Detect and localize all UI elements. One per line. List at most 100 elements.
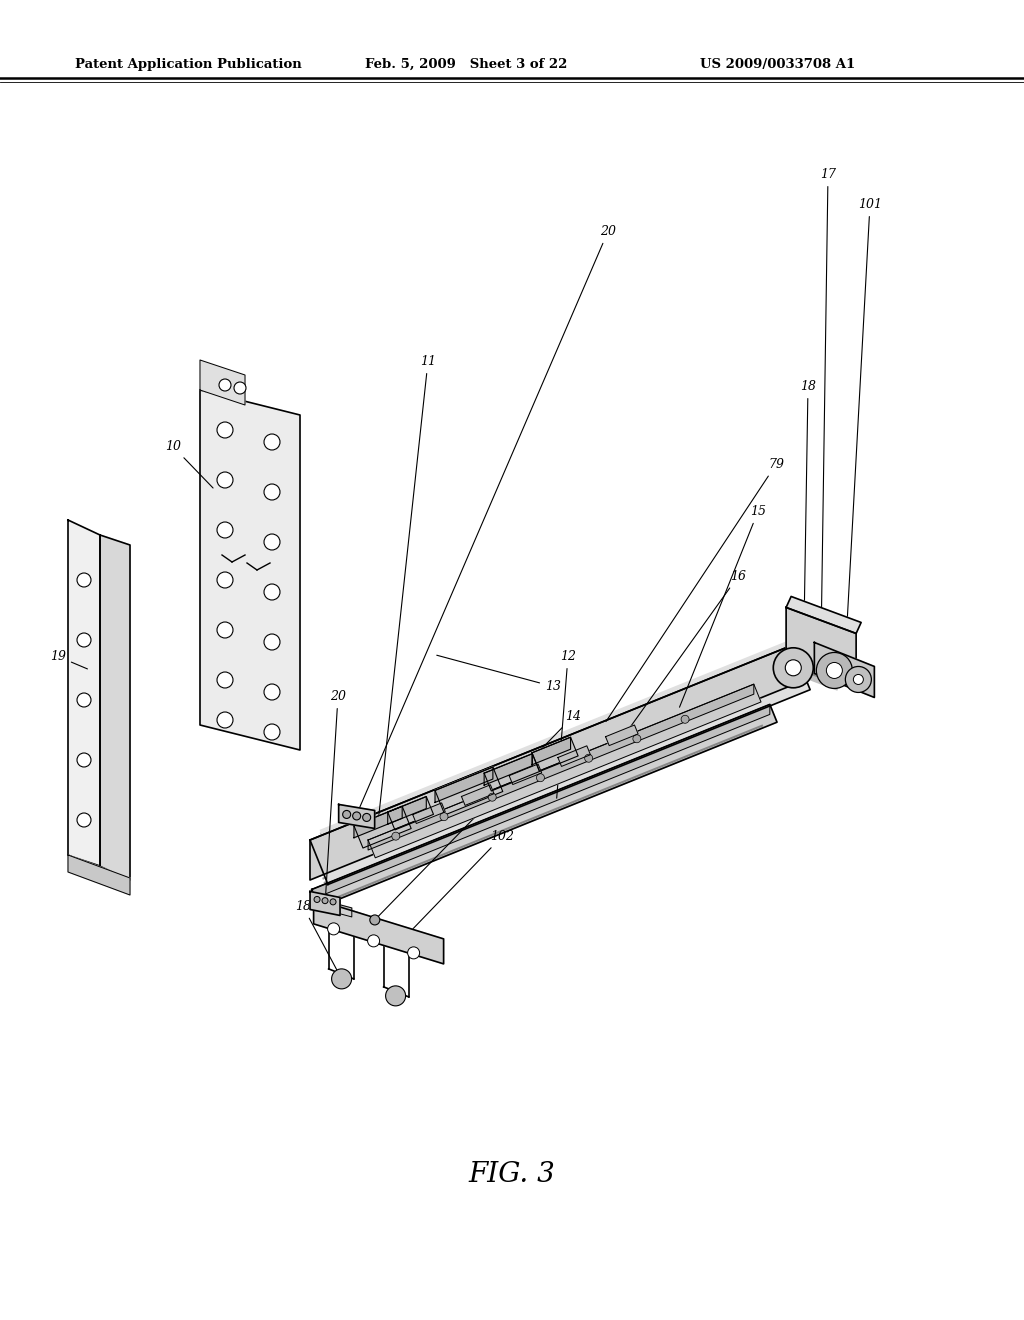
Circle shape xyxy=(77,693,91,708)
Circle shape xyxy=(785,660,802,676)
Polygon shape xyxy=(413,803,445,824)
Polygon shape xyxy=(605,725,638,746)
Circle shape xyxy=(488,793,497,801)
Text: 20: 20 xyxy=(326,690,346,902)
Polygon shape xyxy=(368,684,761,858)
Text: 18: 18 xyxy=(295,900,340,977)
Circle shape xyxy=(330,899,336,904)
Text: US 2009/0033708 A1: US 2009/0033708 A1 xyxy=(700,58,855,71)
Text: 15: 15 xyxy=(680,506,766,708)
Polygon shape xyxy=(388,796,433,830)
Text: 13: 13 xyxy=(437,655,561,693)
Polygon shape xyxy=(814,643,874,697)
Polygon shape xyxy=(435,767,503,814)
Polygon shape xyxy=(786,597,861,634)
Text: 12: 12 xyxy=(557,649,575,799)
Circle shape xyxy=(314,896,321,903)
Text: 101: 101 xyxy=(845,198,882,669)
Circle shape xyxy=(362,813,371,821)
Circle shape xyxy=(264,484,280,500)
Text: 17: 17 xyxy=(820,168,836,635)
Polygon shape xyxy=(68,855,130,895)
Polygon shape xyxy=(200,360,245,405)
Circle shape xyxy=(217,711,233,729)
Text: Feb. 5, 2009   Sheet 3 of 22: Feb. 5, 2009 Sheet 3 of 22 xyxy=(365,58,567,71)
Polygon shape xyxy=(484,754,540,791)
Polygon shape xyxy=(322,900,352,917)
Polygon shape xyxy=(558,746,591,767)
Circle shape xyxy=(264,535,280,550)
Circle shape xyxy=(343,810,350,818)
Circle shape xyxy=(77,634,91,647)
Text: Patent Application Publication: Patent Application Publication xyxy=(75,58,302,71)
Circle shape xyxy=(77,813,91,828)
Circle shape xyxy=(332,969,351,989)
Circle shape xyxy=(633,735,641,743)
Text: 16: 16 xyxy=(614,570,746,750)
Circle shape xyxy=(217,473,233,488)
Polygon shape xyxy=(100,535,130,880)
Polygon shape xyxy=(354,807,412,847)
Text: 14: 14 xyxy=(377,710,581,917)
Polygon shape xyxy=(484,754,532,785)
Polygon shape xyxy=(532,737,570,764)
Circle shape xyxy=(217,422,233,438)
Circle shape xyxy=(234,381,246,393)
Polygon shape xyxy=(462,785,494,805)
Text: 79: 79 xyxy=(606,458,784,722)
Text: 11: 11 xyxy=(377,355,436,832)
Circle shape xyxy=(217,672,233,688)
Circle shape xyxy=(826,663,843,678)
Polygon shape xyxy=(200,389,300,750)
Circle shape xyxy=(219,379,231,391)
Circle shape xyxy=(217,572,233,587)
Circle shape xyxy=(846,667,871,693)
Polygon shape xyxy=(313,899,443,964)
Polygon shape xyxy=(354,807,402,838)
Polygon shape xyxy=(339,804,375,829)
Polygon shape xyxy=(310,645,810,884)
Circle shape xyxy=(77,573,91,587)
Circle shape xyxy=(408,946,420,958)
Circle shape xyxy=(264,634,280,649)
Text: 20: 20 xyxy=(357,224,616,812)
Text: 102: 102 xyxy=(395,830,514,946)
Circle shape xyxy=(328,923,340,935)
Circle shape xyxy=(816,652,852,689)
Text: 19: 19 xyxy=(50,649,87,669)
Circle shape xyxy=(264,723,280,741)
Polygon shape xyxy=(311,705,777,907)
Circle shape xyxy=(537,774,545,781)
Text: 10: 10 xyxy=(165,440,213,488)
Circle shape xyxy=(217,521,233,539)
Text: FIG. 3: FIG. 3 xyxy=(469,1162,555,1188)
Circle shape xyxy=(322,898,328,904)
Polygon shape xyxy=(68,855,130,880)
Polygon shape xyxy=(509,764,542,784)
Polygon shape xyxy=(310,645,793,880)
Circle shape xyxy=(264,583,280,601)
Circle shape xyxy=(264,434,280,450)
Circle shape xyxy=(77,752,91,767)
Circle shape xyxy=(370,915,380,925)
Polygon shape xyxy=(786,607,856,682)
Circle shape xyxy=(585,754,593,762)
Circle shape xyxy=(386,986,406,1006)
Polygon shape xyxy=(388,796,426,824)
Polygon shape xyxy=(311,705,770,899)
Circle shape xyxy=(440,813,449,821)
Polygon shape xyxy=(435,767,493,803)
Circle shape xyxy=(853,675,863,685)
Circle shape xyxy=(773,648,813,688)
Circle shape xyxy=(264,684,280,700)
Polygon shape xyxy=(368,684,754,850)
Circle shape xyxy=(352,812,360,820)
Polygon shape xyxy=(532,737,579,771)
Polygon shape xyxy=(68,520,100,870)
Circle shape xyxy=(681,715,689,723)
Circle shape xyxy=(368,935,380,946)
Circle shape xyxy=(392,832,399,840)
Text: 18: 18 xyxy=(800,380,816,671)
Circle shape xyxy=(217,622,233,638)
Polygon shape xyxy=(310,891,340,916)
